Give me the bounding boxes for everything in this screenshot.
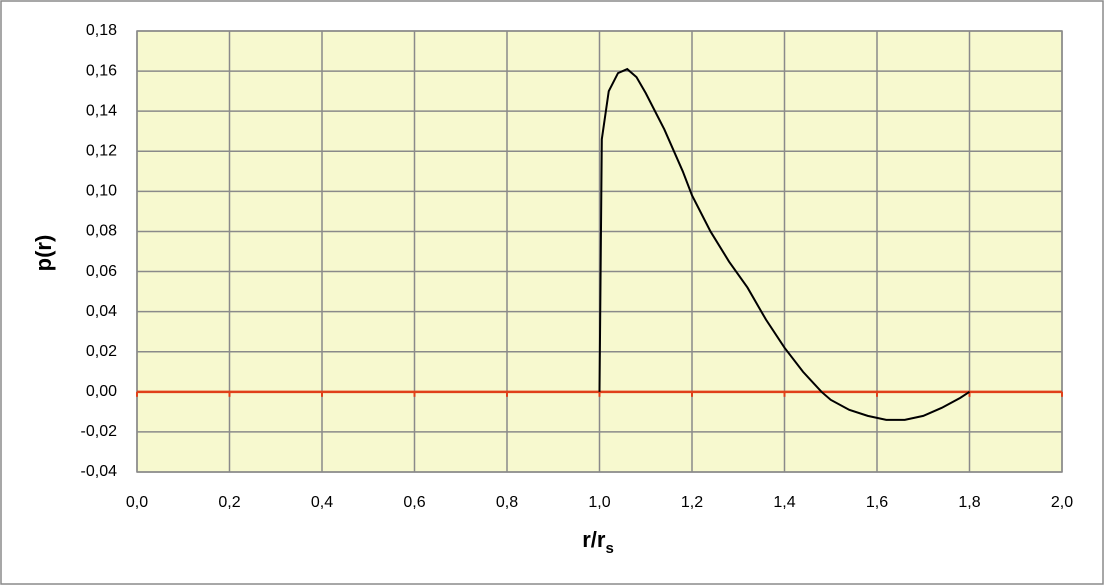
x-tick-label: 1,8 bbox=[958, 494, 980, 511]
y-tick-label: 0,00 bbox=[86, 383, 117, 400]
y-tick-label: 0,08 bbox=[86, 223, 117, 240]
x-tick-label: 2,0 bbox=[1051, 494, 1073, 511]
y-tick-label: 0,06 bbox=[86, 263, 117, 280]
y-axis-label: p(r) bbox=[31, 235, 56, 272]
y-tick-label: 0,10 bbox=[86, 183, 117, 200]
y-tick-label: -0,04 bbox=[81, 463, 118, 480]
y-tick-label: 0,16 bbox=[86, 62, 117, 79]
x-axis-label: r/rs bbox=[582, 527, 614, 557]
y-tick-label: 0,04 bbox=[86, 303, 117, 320]
x-tick-label: 0,0 bbox=[126, 494, 148, 511]
x-tick-label: 1,0 bbox=[588, 494, 610, 511]
y-tick-label: -0,02 bbox=[81, 423, 118, 440]
x-tick-label: 1,2 bbox=[681, 494, 703, 511]
x-tick-label: 0,2 bbox=[218, 494, 240, 511]
y-tick-label: 0,14 bbox=[86, 102, 117, 119]
x-axis-label-sub: s bbox=[605, 540, 613, 557]
y-tick-label: 0,02 bbox=[86, 343, 117, 360]
x-tick-label: 0,6 bbox=[403, 494, 425, 511]
x-axis-label-main: r/r bbox=[582, 527, 606, 552]
x-tick-label: 0,4 bbox=[311, 494, 333, 511]
x-tick-label: 1,6 bbox=[866, 494, 888, 511]
y-tick-label: 0,12 bbox=[86, 142, 117, 159]
x-tick-label: 0,8 bbox=[496, 494, 518, 511]
x-tick-label: 1,4 bbox=[773, 494, 795, 511]
y-tick-label: 0,18 bbox=[86, 22, 117, 39]
data-line bbox=[598, 67, 971, 421]
